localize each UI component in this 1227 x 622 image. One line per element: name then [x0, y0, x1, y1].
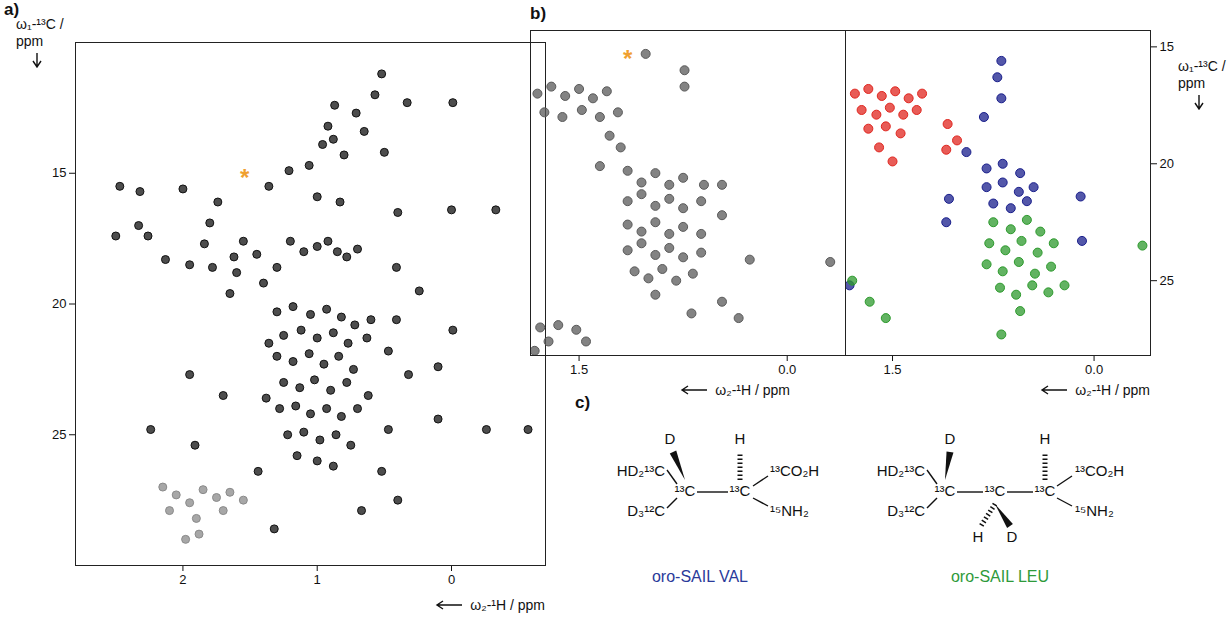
svg-text:¹³C: ¹³C [985, 482, 1006, 499]
svg-text:0.0: 0.0 [1085, 362, 1103, 377]
html-text:c): c) [575, 393, 591, 412]
svg-text:D: D [665, 430, 676, 447]
svg-text:¹³C: ¹³C [935, 482, 956, 499]
html-text:ω₁-¹³C / ppm: ω₁-¹³C / ppm [1178, 58, 1226, 91]
html-text:ω₂-¹H / ppm: ω₂-¹H / ppm [715, 382, 790, 398]
svg-text:D₃¹²C: D₃¹²C [887, 502, 925, 519]
svg-text:D: D [945, 430, 956, 447]
svg-text:H: H [973, 528, 984, 545]
svg-text:1: 1 [314, 572, 321, 587]
svg-text:¹⁵NH₂: ¹⁵NH₂ [1075, 502, 1114, 519]
svg-text:HD₂¹³C: HD₂¹³C [877, 462, 925, 479]
svg-text:1.5: 1.5 [570, 362, 588, 377]
svg-text:*: * [623, 45, 633, 72]
svg-text:D₃¹²C: D₃¹²C [627, 502, 665, 519]
svg-text:¹³C: ¹³C [730, 482, 751, 499]
html-text:ω₂-¹H / ppm: ω₂-¹H / ppm [470, 597, 545, 613]
svg-text:H: H [735, 430, 746, 447]
svg-text:D: D [1007, 528, 1018, 545]
svg-text:2: 2 [179, 572, 186, 587]
svg-text:0: 0 [448, 572, 455, 587]
svg-text:¹³CO₂H: ¹³CO₂H [1075, 462, 1124, 479]
svg-text:¹³C: ¹³C [675, 482, 696, 499]
svg-text:oro-SAIL LEU: oro-SAIL LEU [951, 568, 1049, 585]
svg-text:20: 20 [1160, 156, 1174, 171]
svg-text:¹³C: ¹³C [1035, 482, 1056, 499]
svg-text:25: 25 [52, 427, 66, 442]
svg-text:15: 15 [1160, 39, 1174, 54]
svg-text:20: 20 [52, 296, 66, 311]
svg-text:HD₂¹³C: HD₂¹³C [617, 462, 665, 479]
svg-text:¹³CO₂H: ¹³CO₂H [770, 462, 819, 479]
html-text:a): a) [4, 0, 20, 19]
html-text:ω₁-¹³C / ppm: ω₁-¹³C / ppm [16, 16, 64, 49]
svg-text:15: 15 [52, 165, 66, 180]
svg-text:1.5: 1.5 [883, 362, 901, 377]
svg-text:0.0: 0.0 [778, 362, 796, 377]
svg-text:*: * [240, 164, 250, 191]
html-text:ω₂-¹H / ppm: ω₂-¹H / ppm [1075, 382, 1150, 398]
svg-text:25: 25 [1160, 273, 1174, 288]
svg-text:oro-SAIL VAL: oro-SAIL VAL [652, 568, 748, 585]
svg-text:¹⁵NH₂: ¹⁵NH₂ [770, 502, 809, 519]
html-text:b): b) [530, 4, 546, 23]
svg-text:H: H [1040, 430, 1051, 447]
